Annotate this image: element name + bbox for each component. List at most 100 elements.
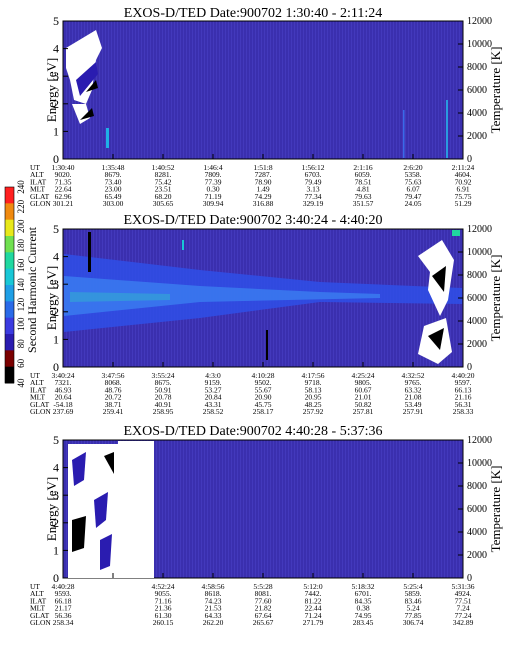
y-axis-left: 0 1 2 3 4 5 [53,433,464,585]
table-cell: 5859. [405,589,422,598]
colorbar-swatch [5,203,14,221]
y2-tick-label: 6000 [467,85,487,96]
table-cell: 5358. [405,170,422,179]
table-row-label: MLT [30,604,46,613]
y-tick-label: 1 [53,543,59,557]
table-cell: 5:25:4 [403,582,422,591]
table-cell: 9805. [355,378,372,387]
colorbar-tick-label: 80 [16,339,26,349]
table-cell: 9597. [455,378,472,387]
table-cell: 21.53 [205,604,222,613]
table-cell: 258.95 [153,407,174,416]
y2-tick-label: 2000 [467,131,487,142]
table-cell: 257.92 [303,407,324,416]
table-cell: 68.20 [155,192,172,201]
table-cell: 283.45 [353,618,374,627]
y-tick-label: 4 [53,250,59,264]
table-cell: 53.49 [405,400,422,409]
table-cell: 258.33 [453,407,474,416]
colorbar-swatch [5,366,14,384]
colorbar-tick-label: 140 [16,278,26,292]
y-tick-label: 5 [53,433,59,447]
table-row-label: GLAT [30,400,50,409]
bright-streak [106,128,109,148]
colorbar-label: Second Harmonic Current [25,226,39,353]
table-cell: 21.36 [155,604,172,613]
table-cell: 4924. [455,589,472,598]
table-cell: 305.65 [153,199,174,208]
table-cell: 55.67 [255,385,272,394]
y2-tick-label: 6000 [467,504,487,515]
table-cell: 4:3:0 [205,371,221,380]
table-cell: 45.75 [255,400,272,409]
table-cell: 21.08 [405,393,422,402]
y-axis-right: 0 2000 4000 6000 8000 10000 12000 [458,435,492,584]
table-cell: 9593. [55,589,72,598]
table-cell: 71.24 [305,611,322,620]
y-axis-label: Energy [eV] [44,266,59,330]
table-cell: 66.13 [455,385,472,394]
table-cell: 329.19 [303,199,324,208]
colorbar-tick-label: 220 [16,199,26,213]
table-row-label: UT [30,371,40,380]
table-row-label: UT [30,582,40,591]
table-cell: 3:55:24 [152,371,175,380]
table-cell: 9765. [405,378,422,387]
y2-axis-label: Temperature [K] [488,255,503,342]
table-cell: 7287. [255,170,272,179]
table-cell: 8679. [105,170,122,179]
y2-tick-label: 2000 [467,550,487,561]
table-cell: 8618. [205,589,222,598]
table-cell: 77.34 [305,192,322,201]
table-cell: 79.47 [405,192,422,201]
colorbar-swatch [5,187,14,204]
table-cell: 75.42 [155,177,172,186]
table-cell: 9502. [255,378,272,387]
table-cell: 301.21 [53,199,74,208]
y-tick-label: 1 [53,124,59,138]
table-cell: 50.91 [155,385,172,394]
y2-tick-label: 8000 [467,481,487,492]
table-cell: 259.41 [103,407,124,416]
table-cell: 1.49 [256,185,269,194]
table-cell: 23.00 [105,185,122,194]
table-cell: 64.33 [205,611,222,620]
table-cell: 79.49 [305,177,322,186]
table-cell: 75.75 [455,192,472,201]
table-row-label: GLAT [30,192,50,201]
table-cell: 48.25 [305,400,322,409]
table-cell: 8281. [155,170,172,179]
table-cell: 7.24 [456,604,469,613]
table-cell: 20.95 [305,393,322,402]
y2-tick-label: 0 [467,154,472,165]
table-cell: 56.31 [455,400,472,409]
table-cell: 71.16 [155,596,172,605]
colorbar-tick-label: 200 [16,219,26,233]
table-cell: 73.40 [105,177,122,186]
colorbar-swatch [5,334,14,351]
table-cell: 1:35:48 [102,163,125,172]
table-cell: 3.13 [306,185,319,194]
table-cell: 22.44 [305,604,322,613]
y-axis-left: 0 1 2 3 4 5 [53,14,464,166]
table-cell: 8068. [105,378,122,387]
y2-tick-label: 4000 [467,316,487,327]
bright-streak [403,110,405,158]
table-cell: 237.69 [53,407,74,416]
table-cell: 0.30 [206,185,219,194]
y-tick-label: 3 [53,69,59,83]
table-cell: 61.30 [155,611,172,620]
table-cell: 4:40:28 [52,582,75,591]
table-row-label: ILAT [30,177,47,186]
table-cell: 20.84 [205,393,222,402]
table-cell: 21.82 [255,604,272,613]
y-axis-label: Energy [eV] [44,58,59,122]
table-cell: 79.63 [355,192,372,201]
plot-area [62,20,464,160]
table-cell: 77.39 [205,177,222,186]
table-cell: 1:30:40 [52,163,75,172]
table-cell: 4:32:52 [402,371,425,380]
table-row-label: UT [30,163,40,172]
table-cell: 53.27 [205,385,222,394]
